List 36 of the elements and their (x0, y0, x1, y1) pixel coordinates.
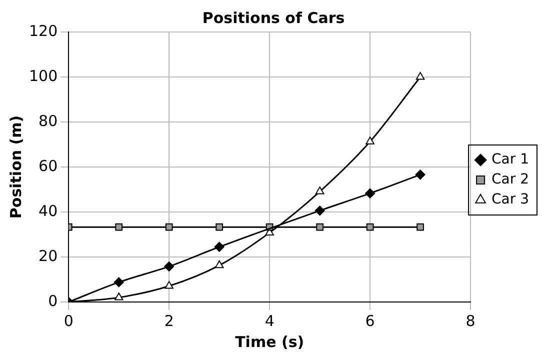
point (164, 281, 174, 289)
point (214, 260, 224, 268)
chart-title: Positions of Cars (202, 8, 345, 27)
x-tick-label: 8 (466, 312, 476, 330)
point (214, 242, 224, 252)
point (416, 72, 425, 80)
point (316, 223, 324, 231)
y-tick-label: 60 (38, 156, 58, 175)
point (365, 188, 376, 198)
point (216, 223, 224, 231)
x-tick-label: 4 (264, 312, 274, 330)
x-tick-label: 2 (164, 312, 174, 330)
y-tick-label: 80 (38, 112, 58, 130)
y-tick-label: 0 (48, 292, 58, 310)
y-tick-label: 120 (28, 22, 58, 40)
x-tick-label: 6 (365, 312, 375, 330)
point (114, 292, 124, 300)
y-tick-label: 100 (28, 66, 58, 85)
x-tick-label: 0 (64, 312, 74, 330)
y-tick-label: 20 (38, 246, 58, 265)
legend-label: Car 3 (492, 192, 529, 208)
y-axis-title: Position (m) (6, 115, 25, 219)
x-axis-title: Time (s) (235, 332, 304, 351)
point (114, 277, 124, 288)
point (416, 223, 424, 231)
point (164, 261, 174, 272)
point (366, 136, 374, 144)
point (165, 223, 173, 231)
point (415, 170, 426, 180)
legend-label: Car 2 (492, 172, 529, 188)
point (115, 223, 123, 231)
point (366, 223, 374, 231)
point (315, 186, 324, 194)
y-tick-label: 40 (38, 202, 58, 220)
legend-label: Car 1 (492, 152, 529, 168)
point (314, 206, 325, 216)
